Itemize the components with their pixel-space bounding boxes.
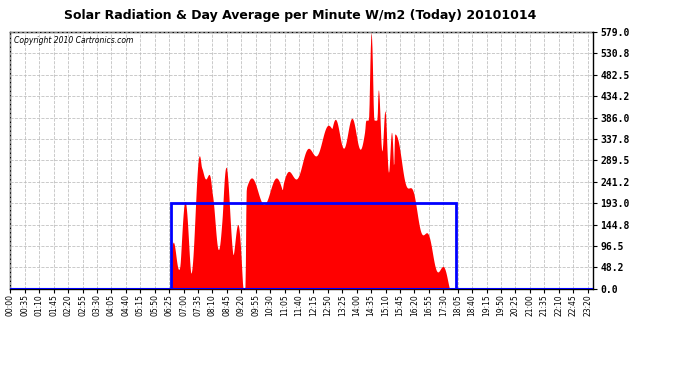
- Bar: [171, 203, 455, 289]
- Text: Solar Radiation & Day Average per Minute W/m2 (Today) 20101014: Solar Radiation & Day Average per Minute…: [64, 9, 536, 22]
- Text: Copyright 2010 Cartronics.com: Copyright 2010 Cartronics.com: [14, 36, 133, 45]
